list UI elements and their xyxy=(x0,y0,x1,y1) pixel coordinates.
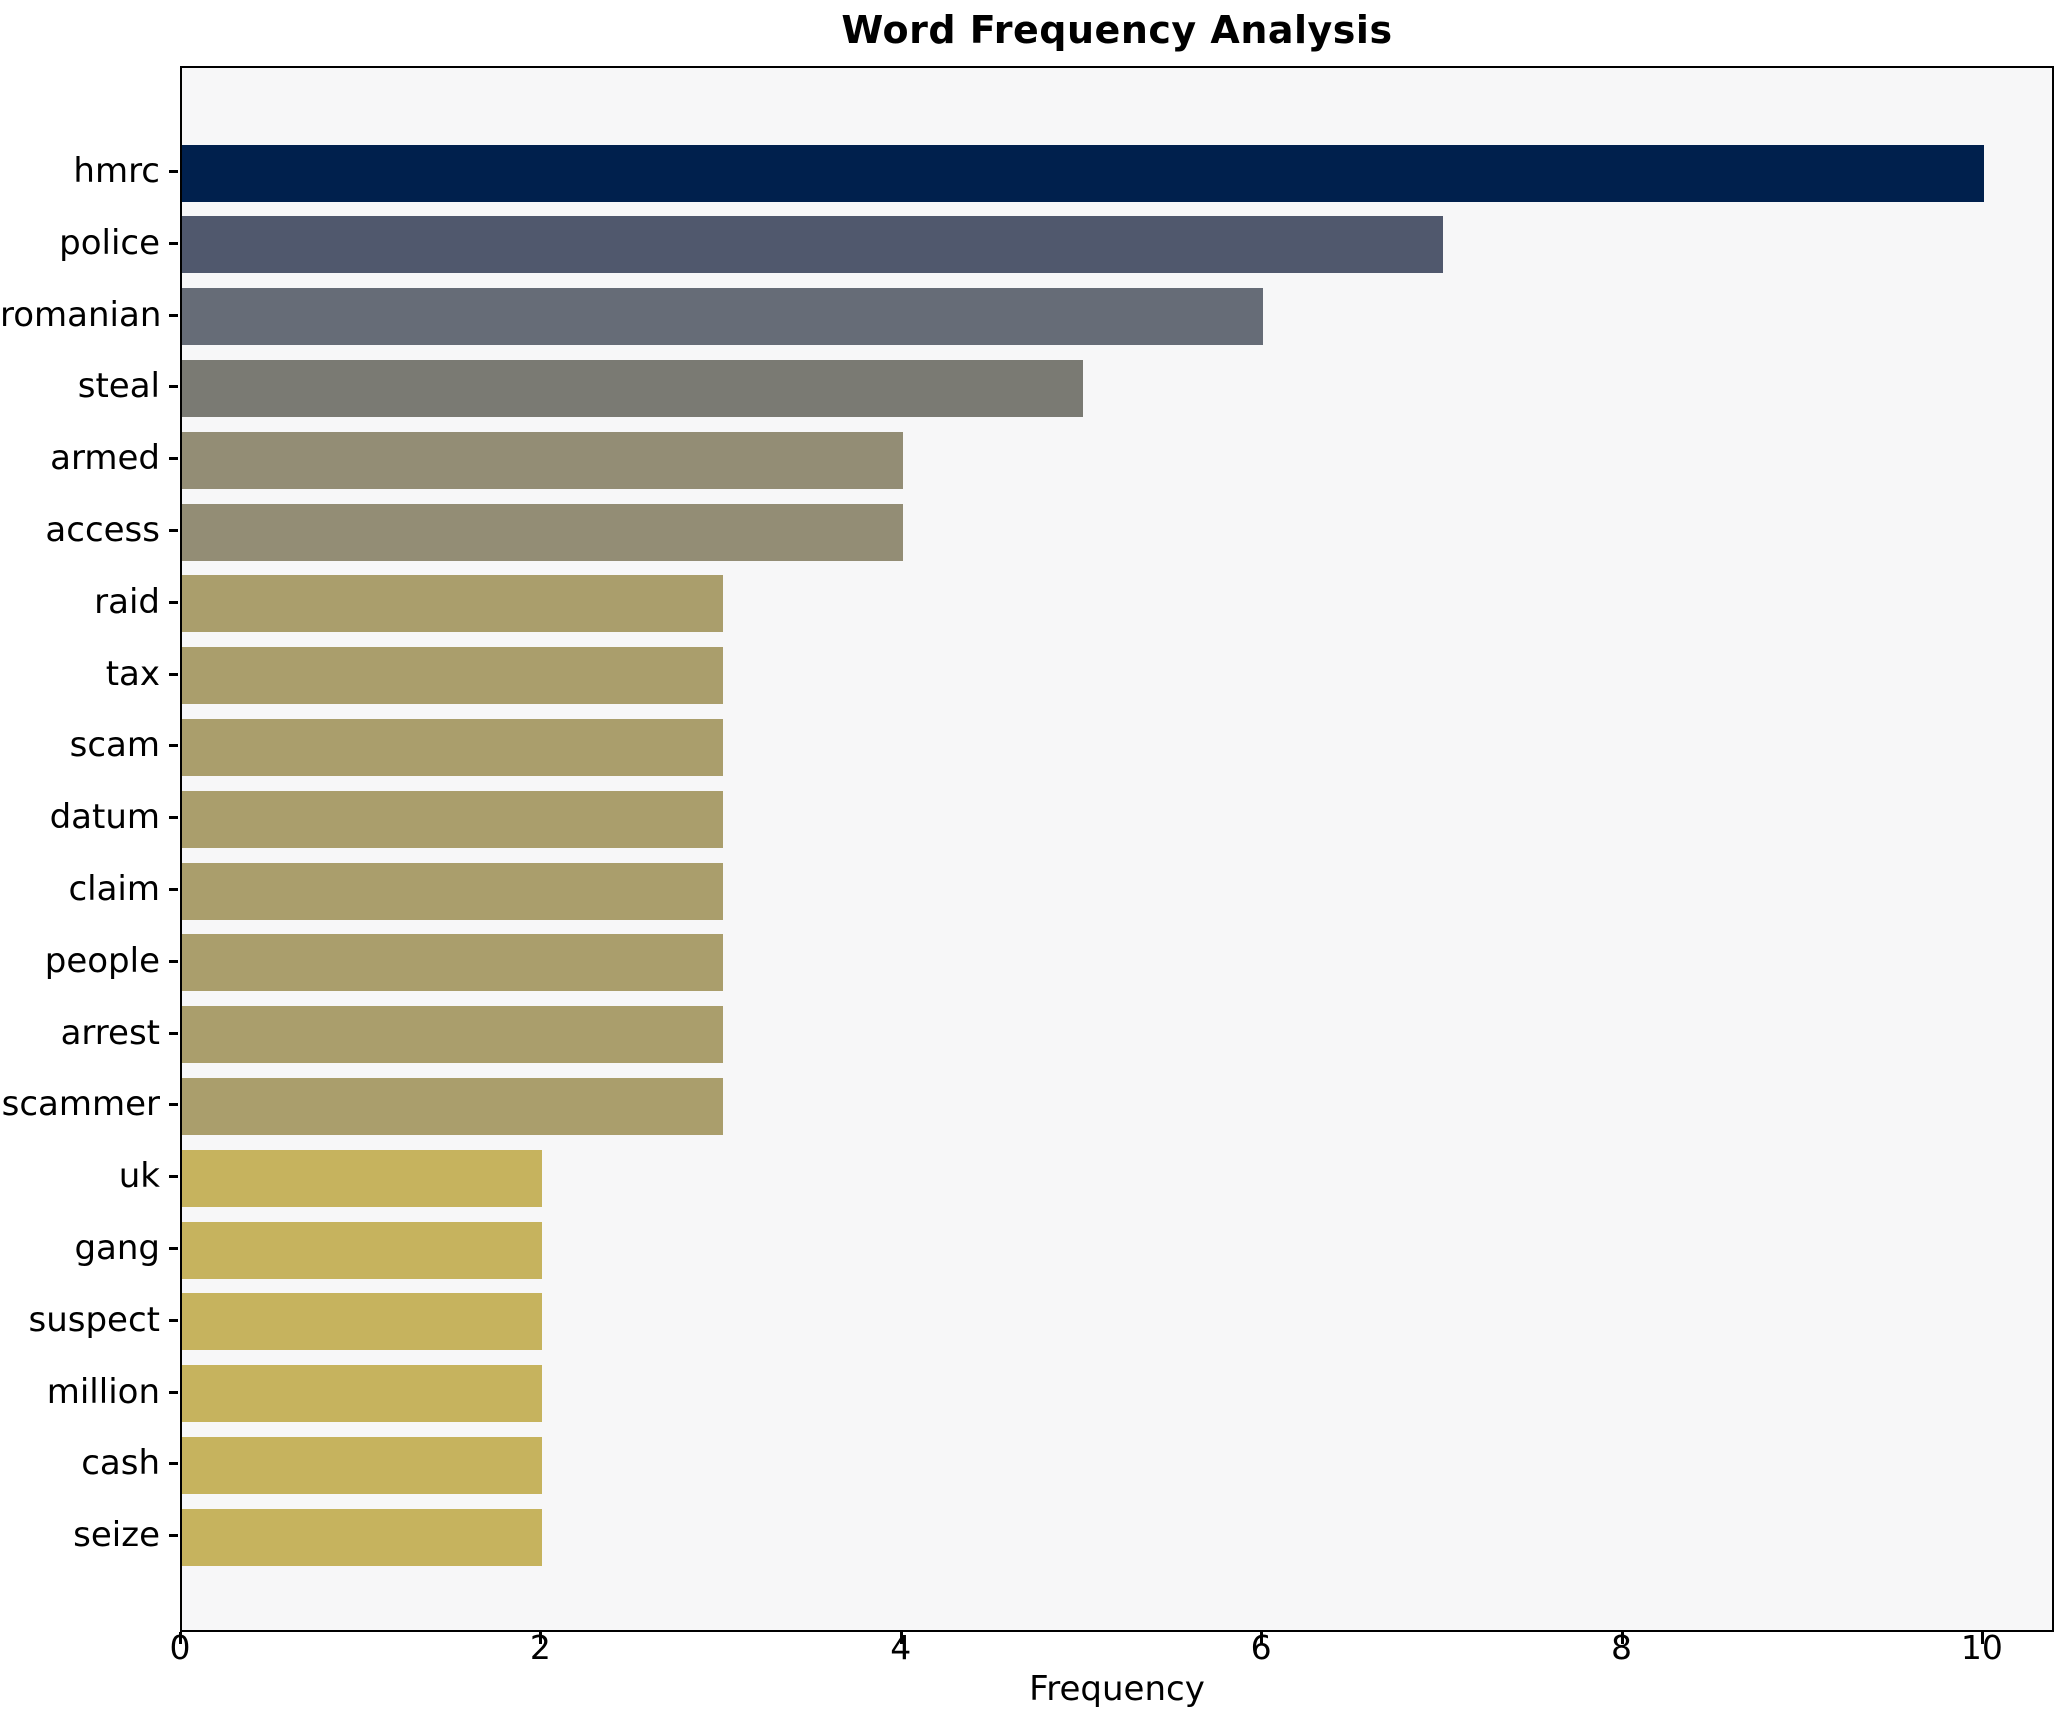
x-tick-label-2: 2 xyxy=(529,1628,551,1667)
y-tick-label-cash: cash xyxy=(81,1443,160,1484)
y-tick-label-hmrc: hmrc xyxy=(73,151,160,191)
y-tick-scammer xyxy=(169,1103,178,1107)
bar-suspect xyxy=(182,1293,542,1351)
y-tick-raid xyxy=(169,600,178,604)
y-tick-label-romanian: romanian xyxy=(0,294,162,335)
y-tick-access xyxy=(169,529,178,532)
y-tick-label-arrest: arrest xyxy=(60,1012,160,1053)
y-tick-romanian xyxy=(169,313,178,317)
x-tick-label-8: 8 xyxy=(1611,1628,1633,1667)
bar-armed xyxy=(182,431,903,489)
bar-cash xyxy=(182,1436,542,1494)
y-tick-seize xyxy=(169,1534,178,1538)
bar-uk xyxy=(182,1149,542,1207)
y-tick-suspect xyxy=(169,1318,178,1322)
bar-people xyxy=(182,934,723,992)
bar-datum xyxy=(182,790,723,848)
y-tick-label-police: police xyxy=(59,222,160,263)
plot-area xyxy=(180,66,2054,1632)
x-tick-8 xyxy=(1620,1632,1624,1644)
x-tick-10 xyxy=(1980,1632,1984,1644)
y-tick-scam xyxy=(169,744,178,748)
bar-romanian xyxy=(182,288,1263,346)
y-tick-people xyxy=(169,959,178,963)
y-tick-label-datum: datum xyxy=(49,797,160,838)
bar-arrest xyxy=(182,1006,723,1064)
y-tick-hmrc xyxy=(169,170,178,173)
x-axis-label: Frequency xyxy=(1029,1669,1205,1709)
bar-tax xyxy=(182,647,723,705)
y-tick-tax xyxy=(169,672,178,676)
bar-hmrc xyxy=(182,144,1984,202)
y-tick-label-armed: armed xyxy=(50,438,160,479)
bar-seize xyxy=(182,1508,542,1566)
bar-gang xyxy=(182,1221,542,1279)
x-tick-4 xyxy=(899,1632,903,1644)
y-tick-steal xyxy=(169,385,178,389)
x-tick-6 xyxy=(1260,1632,1264,1644)
y-tick-label-seize: seize xyxy=(73,1515,160,1556)
x-tick-label-6: 6 xyxy=(1250,1628,1272,1667)
y-tick-label-scammer: scammer xyxy=(1,1084,160,1125)
y-tick-police xyxy=(169,241,178,245)
bar-police xyxy=(182,216,1443,274)
bar-scam xyxy=(182,718,723,776)
y-tick-uk xyxy=(169,1175,178,1179)
bar-raid xyxy=(182,575,723,633)
bar-scammer xyxy=(182,1077,723,1135)
x-tick-2 xyxy=(539,1632,543,1644)
y-tick-gang xyxy=(169,1247,178,1250)
y-tick-label-access: access xyxy=(45,510,160,550)
y-tick-label-uk: uk xyxy=(118,1156,160,1197)
y-tick-claim xyxy=(169,888,178,891)
bar-claim xyxy=(182,862,723,920)
y-tick-label-suspect: suspect xyxy=(28,1299,160,1340)
y-tick-label-tax: tax xyxy=(105,653,160,694)
y-tick-million xyxy=(169,1390,178,1394)
y-tick-label-people: people xyxy=(44,940,160,981)
x-tick-label-10: 10 xyxy=(1960,1628,2003,1667)
bar-access xyxy=(182,503,903,561)
y-tick-label-claim: claim xyxy=(68,869,160,909)
y-tick-arrest xyxy=(169,1031,178,1035)
y-tick-cash xyxy=(169,1462,178,1466)
x-tick-0 xyxy=(179,1632,182,1644)
x-tick-label-4: 4 xyxy=(890,1628,912,1667)
bar-steal xyxy=(182,359,1083,417)
y-tick-label-million: million xyxy=(46,1371,160,1412)
chart-title: Word Frequency Analysis xyxy=(841,8,1393,52)
x-tick-label-0: 0 xyxy=(169,1628,191,1667)
y-tick-label-gang: gang xyxy=(74,1228,160,1268)
y-tick-label-scam: scam xyxy=(69,725,160,766)
y-tick-label-raid: raid xyxy=(94,581,160,622)
y-tick-label-steal: steal xyxy=(77,366,160,407)
bar-million xyxy=(182,1365,542,1423)
y-tick-armed xyxy=(169,457,178,461)
y-tick-datum xyxy=(169,816,178,820)
